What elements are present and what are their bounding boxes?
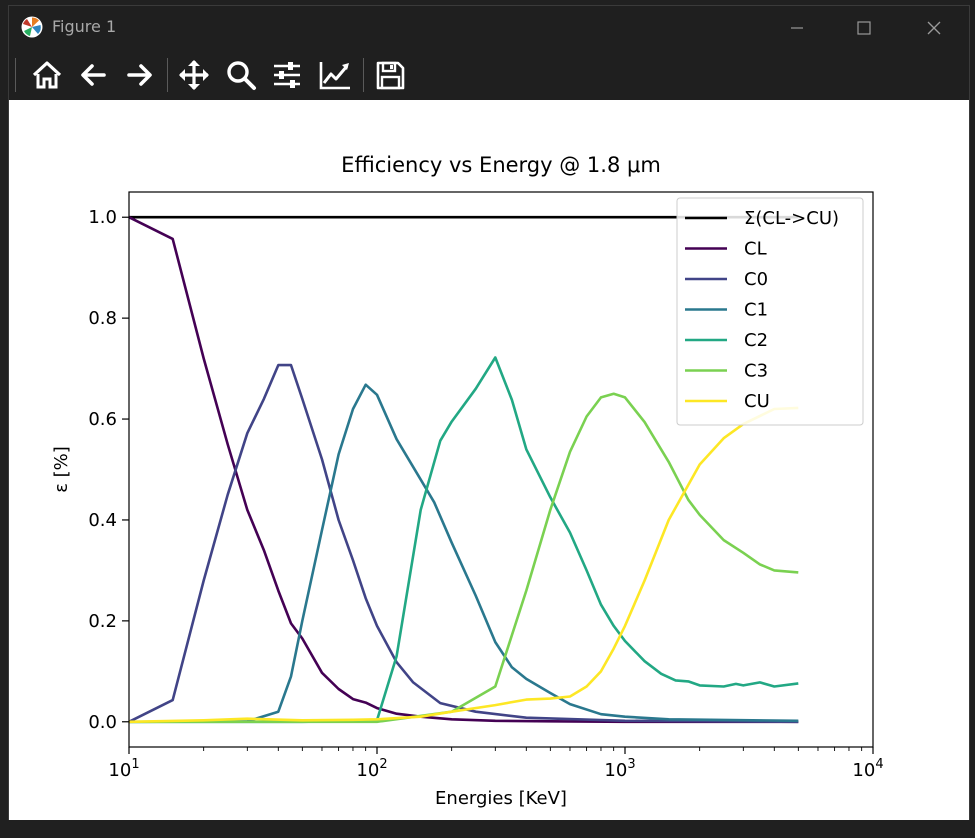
home-button[interactable] [29, 57, 65, 93]
matplotlib-logo-icon [21, 16, 43, 38]
pan-button[interactable] [176, 57, 212, 93]
title-bar: Figure 1 [9, 6, 969, 50]
legend-label-0: Σ(CL->CU) [744, 208, 839, 229]
home-icon [32, 61, 62, 89]
edit-axis-icon [319, 62, 350, 90]
legend-label-6: CU [744, 391, 770, 412]
legend-label-4: C2 [744, 330, 768, 351]
x-tick-label-0: 101 [108, 757, 139, 781]
maximize-button[interactable] [836, 6, 892, 50]
efficiency-plot: Efficiency vs Energy @ 1.8 μm 101 102 103 1… [51, 153, 884, 809]
edit-axis-button[interactable] [317, 57, 353, 93]
series-line-1 [128, 216, 799, 724]
chart-title: Efficiency vs Energy @ 1.8 μm [341, 153, 661, 177]
zoom-magnifier-icon [227, 61, 256, 90]
series-line-6 [128, 406, 799, 724]
toolbar-separator [167, 58, 168, 92]
x-axis-label: Energies [KeV] [435, 788, 567, 809]
close-icon [927, 21, 941, 35]
series-line-3 [128, 383, 799, 724]
axis-ticks: 101 102 103 104 0.0 0.2 0.4 0.6 0.8 1.0 [88, 207, 883, 781]
window-title: Figure 1 [52, 17, 117, 36]
pan-move-icon [179, 60, 209, 90]
y-tick-label-4: 0.8 [88, 308, 117, 329]
figure-window: Figure 1 [8, 5, 970, 820]
navigation-toolbar [9, 50, 969, 100]
y-tick-label-2: 0.4 [88, 510, 117, 531]
x-tick-label-2: 103 [604, 757, 635, 781]
minimize-icon [791, 27, 803, 29]
series-line-4 [129, 356, 799, 724]
maximize-icon [857, 21, 871, 35]
save-button[interactable] [372, 57, 408, 93]
toolbar-separator [15, 58, 16, 92]
figure-canvas[interactable]: Efficiency vs Energy @ 1.8 μm 101 102 103 1… [9, 100, 969, 820]
legend: Σ(CL->CU) CL C0 C1 C2 C3 CU [676, 197, 864, 426]
y-tick-label-0: 0.0 [88, 712, 117, 733]
back-button[interactable] [76, 57, 112, 93]
x-tick-label-1: 102 [356, 757, 387, 781]
forward-button[interactable] [121, 57, 157, 93]
x-tick-label-3: 104 [852, 757, 883, 781]
y-tick-label-1: 0.2 [88, 611, 117, 632]
series-line-5 [129, 392, 799, 724]
legend-label-2: C0 [744, 269, 768, 290]
y-axis-label: ε [%] [51, 446, 72, 493]
minimize-button[interactable] [769, 6, 825, 50]
forward-arrow-icon [127, 64, 152, 86]
configure-subplots-icon [274, 62, 300, 88]
y-tick-label-3: 0.6 [88, 409, 117, 430]
axes-frame [128, 191, 874, 748]
legend-label-1: CL [744, 239, 767, 260]
legend-label-3: C1 [744, 300, 768, 321]
close-button[interactable] [906, 6, 962, 50]
legend-label-5: C3 [744, 361, 768, 382]
configure-subplots-button[interactable] [269, 57, 305, 93]
toolbar-separator [363, 58, 364, 92]
y-tick-label-5: 1.0 [88, 207, 117, 228]
zoom-button[interactable] [223, 57, 259, 93]
back-arrow-icon [81, 64, 106, 86]
legend-box [676, 197, 864, 426]
save-floppy-icon [376, 61, 405, 90]
